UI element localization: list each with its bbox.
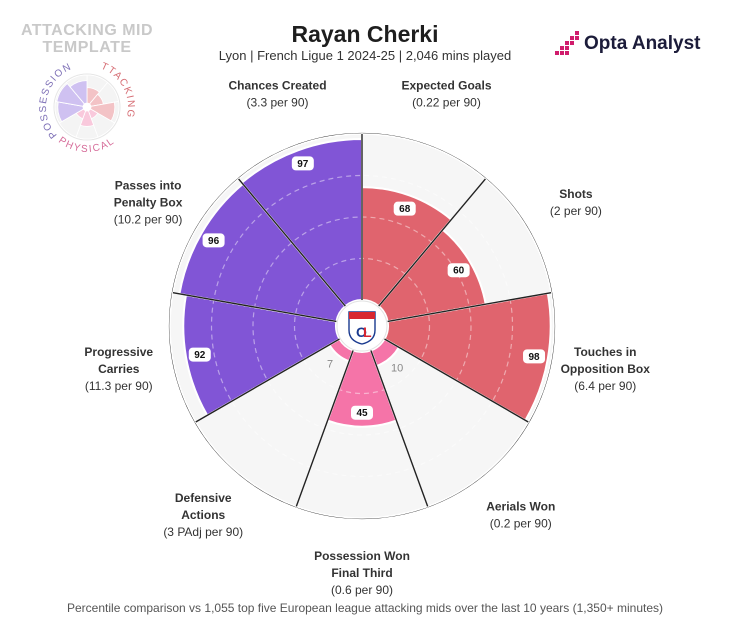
category-label: Expected Goals (0.22 per 90): [401, 78, 491, 109]
player-subtitle: Lyon | French Ligue 1 2024-25 | 2,046 mi…: [218, 48, 512, 63]
chart-sector-divider: [238, 178, 346, 307]
category-label: Possession Won Final Third (0.6 per 90): [314, 549, 410, 597]
chart-gridline: [210, 174, 514, 478]
svg-text:L: L: [363, 324, 372, 340]
svg-text:Expected Goals: Expected Goals: [401, 78, 491, 92]
template-title: ATTACKING MID TEMPLATE: [6, 22, 168, 56]
chart-sector-divider: [295, 350, 354, 507]
chart-bar: [361, 186, 453, 308]
category-label: Progressive Carries (11.3 per 90): [84, 345, 153, 393]
value-label-box: [188, 347, 211, 362]
chart-bar: [240, 137, 363, 308]
value-label-box: [291, 156, 314, 171]
category-label: Defensive Actions (3 PAdj per 90): [163, 491, 243, 539]
svg-text:(0.22 per 90): (0.22 per 90): [412, 95, 481, 109]
legend-sector: [69, 80, 88, 105]
value-label: 98: [528, 352, 540, 363]
value-label: 10: [391, 362, 403, 374]
value-label: 96: [208, 236, 220, 247]
svg-text:Touches in: Touches in: [574, 345, 636, 359]
category-label: Touches in Opposition Box (6.4 per 90): [561, 345, 651, 393]
svg-text:(0.6 per 90): (0.6 per 90): [331, 583, 393, 597]
template-title-line2: TEMPLATE: [42, 39, 132, 56]
chart-sector-divider: [387, 291, 552, 323]
value-label-box: [351, 405, 373, 420]
chart-sector-divider: [370, 350, 429, 507]
value-label-box: [523, 349, 546, 364]
value-label: 97: [297, 159, 309, 170]
category-label: Chances Created (3.3 per 90): [228, 78, 326, 109]
player-name: Rayan Cherki: [291, 21, 439, 47]
svg-text:Actions: Actions: [181, 508, 225, 522]
brand-name: Opta Analyst: [584, 33, 701, 54]
category-label: Shots (2 per 90): [550, 187, 602, 218]
chart-bar: [383, 292, 552, 422]
value-label-box: [393, 201, 416, 216]
svg-text:Shots: Shots: [559, 187, 593, 201]
svg-text:(0.2 per 90): (0.2 per 90): [490, 517, 552, 531]
value-label-box: [202, 233, 225, 248]
svg-text:Opposition Box: Opposition Box: [561, 362, 651, 376]
chart-bar: [182, 293, 341, 417]
svg-text:Passes into: Passes into: [115, 179, 182, 193]
svg-text:(6.4 per 90): (6.4 per 90): [574, 379, 636, 393]
svg-text:O: O: [356, 324, 367, 340]
chart-sector-divider: [195, 338, 340, 423]
svg-text:Carries: Carries: [98, 362, 140, 376]
chart-bar: [178, 182, 347, 323]
value-label: 68: [399, 204, 411, 215]
value-label-box: [447, 263, 470, 278]
value-label: 60: [453, 266, 465, 277]
chart-sector-divider: [172, 291, 337, 323]
category-label: Passes into Penalty Box (10.2 per 90): [114, 179, 183, 227]
opta-logo-icon: [555, 31, 579, 55]
svg-text:Possession Won: Possession Won: [314, 549, 410, 563]
club-crest-icon: OL: [348, 311, 376, 345]
chart-sector-divider: [384, 338, 529, 423]
svg-text:Defensive: Defensive: [175, 491, 232, 505]
template-title-line1: ATTACKING MID: [20, 22, 154, 39]
svg-text:(10.2 per 90): (10.2 per 90): [114, 213, 183, 227]
category-label: Aerials Won (0.2 per 90): [486, 500, 555, 531]
svg-text:(2 per 90): (2 per 90): [550, 204, 602, 218]
value-label: 92: [194, 350, 206, 361]
footnote: Percentile comparison vs 1,055 top five …: [67, 601, 663, 615]
chart-bar: [377, 228, 487, 323]
svg-text:Aerials Won: Aerials Won: [486, 500, 555, 514]
svg-text:Penalty Box: Penalty Box: [114, 196, 183, 210]
value-label: 45: [356, 408, 368, 419]
svg-text:Progressive: Progressive: [84, 345, 153, 359]
svg-text:(3 PAdj per 90): (3 PAdj per 90): [163, 525, 243, 539]
svg-text:Chances Created: Chances Created: [228, 78, 326, 92]
svg-text:Final Third: Final Third: [331, 566, 392, 580]
svg-text:(3.3 per 90): (3.3 per 90): [246, 95, 308, 109]
chart-sector-divider: [378, 178, 486, 307]
value-label: 7: [327, 359, 333, 371]
svg-text:(11.3 per 90): (11.3 per 90): [85, 379, 153, 393]
